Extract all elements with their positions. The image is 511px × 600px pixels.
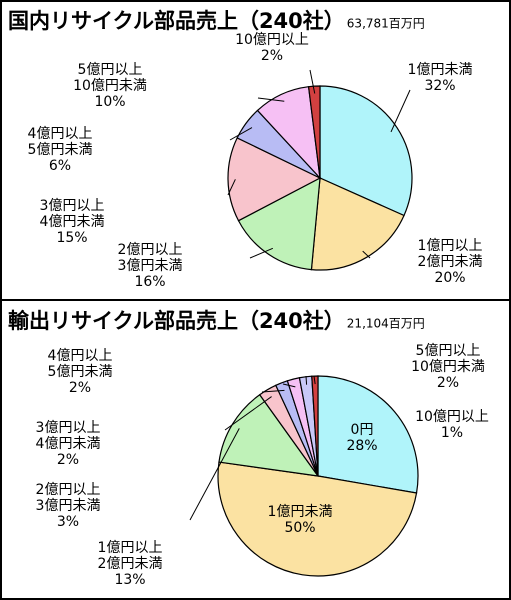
value-label: 10% <box>94 94 125 110</box>
value-label: 20% <box>434 270 465 286</box>
category-label: 10億円以上 <box>235 32 309 48</box>
category-label: 5億円未満 <box>28 142 93 158</box>
value-label: 50% <box>284 520 315 536</box>
category-label: 4億円未満 <box>36 436 101 452</box>
category-label: 4億円以上 <box>48 348 113 364</box>
category-label: 0円 <box>351 422 374 438</box>
category-label: 5億円以上 <box>416 343 481 359</box>
category-label: 10億円以上 <box>415 409 489 425</box>
leader-line <box>224 396 272 431</box>
value-label: 16% <box>134 274 165 290</box>
pie-slice <box>217 461 418 577</box>
leader-line <box>189 428 240 521</box>
value-label: 2% <box>261 48 283 64</box>
category-label: 2億円以上 <box>36 482 101 498</box>
category-label: 10億円未満 <box>411 359 485 375</box>
value-label: 32% <box>424 78 455 94</box>
leader-line <box>313 375 316 385</box>
leader-line <box>229 127 253 141</box>
category-label: 1億円未満 <box>408 62 473 78</box>
chart-title: 国内リサイクル部品売上（240社） <box>8 9 345 33</box>
leader-line <box>390 89 411 133</box>
value-label: 3% <box>57 514 79 530</box>
category-label: 4億円未満 <box>40 214 105 230</box>
category-label: 1億円未満 <box>268 504 333 520</box>
pie-slice <box>311 375 319 477</box>
pie-slice <box>227 137 322 222</box>
pie-slice <box>317 375 419 494</box>
category-label: 1億円以上 <box>98 540 163 556</box>
chart-title: 輸出リサイクル部品売上（240社） <box>8 309 345 333</box>
category-label: 2億円以上 <box>118 242 183 258</box>
category-label: 5億円以上 <box>78 62 143 78</box>
chart-subtitle: 63,781百万円 <box>347 17 425 31</box>
category-label: 3億円未満 <box>118 258 183 274</box>
value-label: 13% <box>114 572 145 588</box>
value-label: 2% <box>69 380 91 396</box>
category-label: 3億円以上 <box>40 198 105 214</box>
leader-line <box>282 383 296 388</box>
pie-slice <box>310 177 405 271</box>
category-label: 4億円以上 <box>28 126 93 142</box>
leader-line <box>362 250 371 259</box>
leader-line <box>249 247 274 259</box>
value-label: 28% <box>346 438 377 454</box>
category-label: 10億円未満 <box>73 78 147 94</box>
value-label: 6% <box>49 158 71 174</box>
category-label: 2億円未満 <box>418 254 483 270</box>
leader-line <box>309 69 316 94</box>
value-label: 1% <box>441 425 463 441</box>
pie-slice <box>307 85 321 179</box>
leader-line <box>305 375 308 385</box>
leader-line <box>257 97 285 102</box>
value-label: 2% <box>437 375 459 391</box>
category-label: 5億円未満 <box>48 364 113 380</box>
pie-slice <box>237 176 321 271</box>
category-label: 3億円以上 <box>36 420 101 436</box>
pie-slice <box>319 85 413 217</box>
chart-subtitle: 21,104百万円 <box>347 317 425 331</box>
value-label: 15% <box>56 230 87 246</box>
leader-line <box>227 179 236 196</box>
category-label: 3億円未満 <box>36 498 101 514</box>
leader-line <box>261 389 285 393</box>
category-label: 2億円未満 <box>98 556 163 572</box>
category-label: 1億円以上 <box>418 238 483 254</box>
value-label: 2% <box>57 452 79 468</box>
